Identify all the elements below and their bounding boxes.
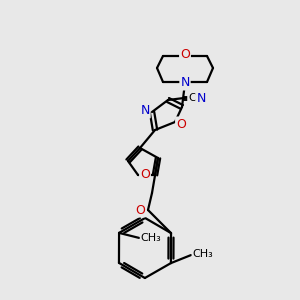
Text: N: N xyxy=(180,76,190,89)
Text: CH₃: CH₃ xyxy=(141,233,161,243)
Text: N: N xyxy=(196,92,206,104)
Text: C: C xyxy=(188,93,196,103)
Text: O: O xyxy=(135,203,145,217)
Text: N: N xyxy=(140,104,150,118)
Text: CH₃: CH₃ xyxy=(193,249,213,259)
Text: O: O xyxy=(140,169,150,182)
Text: O: O xyxy=(180,49,190,62)
Text: O: O xyxy=(176,118,186,130)
